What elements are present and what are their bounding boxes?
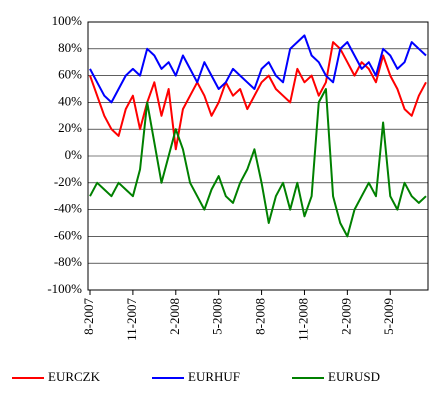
y-tick-label: -40% <box>54 201 82 216</box>
legend-label: EURUSD <box>328 369 380 384</box>
x-tick-label: 5-2008 <box>210 298 225 335</box>
y-tick-label: 0% <box>65 147 83 162</box>
y-tick-label: 40% <box>58 93 82 108</box>
x-tick-label: 11-2008 <box>295 298 310 341</box>
x-tick-label: 2-2009 <box>338 298 353 335</box>
plot-frame <box>87 21 429 291</box>
legend-label: EURHUF <box>188 369 240 384</box>
y-tick-label: -100% <box>47 281 82 296</box>
y-tick-label: 80% <box>58 40 82 55</box>
y-tick-label: -80% <box>54 254 82 269</box>
y-tick-label: -20% <box>54 174 82 189</box>
series-line <box>89 88 427 238</box>
series-line <box>89 41 427 151</box>
y-tick-label: 60% <box>58 67 82 82</box>
y-tick-label: -60% <box>54 227 82 242</box>
x-tick-label: 8-2007 <box>81 298 96 335</box>
x-tick-label: 2-2008 <box>167 298 182 335</box>
x-tick-label: 5-2009 <box>381 298 396 335</box>
y-tick-label: 20% <box>58 120 82 135</box>
legend-label: EURCZK <box>48 369 101 384</box>
series-line <box>89 34 427 104</box>
y-tick-label: 100% <box>52 13 83 28</box>
x-tick-label: 8-2008 <box>253 298 268 335</box>
x-tick-label: 11-2007 <box>124 298 139 341</box>
